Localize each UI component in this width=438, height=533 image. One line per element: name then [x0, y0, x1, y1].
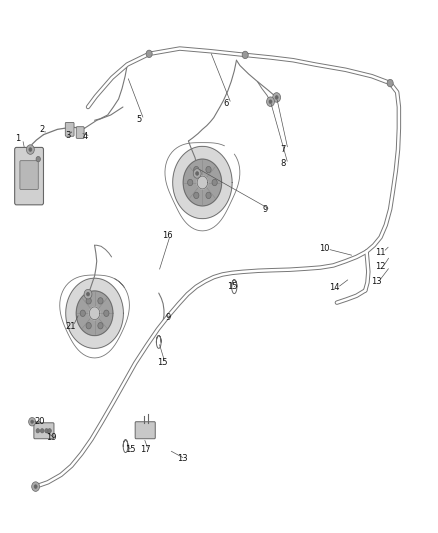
Text: 15: 15: [157, 358, 167, 367]
FancyBboxPatch shape: [20, 161, 38, 189]
FancyBboxPatch shape: [34, 423, 54, 439]
Circle shape: [206, 192, 211, 199]
Text: 16: 16: [162, 231, 173, 240]
Text: 5: 5: [136, 115, 141, 124]
Polygon shape: [89, 307, 100, 320]
FancyBboxPatch shape: [14, 148, 43, 205]
Circle shape: [269, 100, 272, 103]
Text: 20: 20: [35, 417, 45, 426]
Circle shape: [196, 172, 199, 175]
Text: 2: 2: [39, 125, 44, 134]
Polygon shape: [66, 278, 124, 349]
Circle shape: [193, 168, 201, 178]
Circle shape: [98, 297, 103, 304]
Text: 13: 13: [371, 277, 381, 286]
Circle shape: [242, 51, 248, 59]
Circle shape: [86, 322, 91, 329]
Circle shape: [28, 417, 35, 426]
Text: 17: 17: [141, 446, 151, 455]
Text: 9: 9: [166, 312, 171, 321]
Circle shape: [34, 485, 37, 488]
Polygon shape: [183, 159, 222, 206]
Circle shape: [206, 166, 211, 173]
Text: 3: 3: [65, 131, 71, 140]
Circle shape: [212, 179, 217, 185]
Text: 12: 12: [375, 262, 386, 271]
Circle shape: [40, 429, 44, 433]
Circle shape: [31, 420, 33, 423]
Circle shape: [36, 157, 40, 162]
Text: 21: 21: [65, 321, 76, 330]
Text: 1: 1: [14, 134, 20, 143]
Circle shape: [104, 310, 109, 317]
Circle shape: [84, 289, 92, 299]
Circle shape: [86, 297, 91, 304]
Circle shape: [267, 97, 275, 107]
Circle shape: [29, 148, 32, 151]
Polygon shape: [197, 176, 208, 189]
Circle shape: [87, 292, 89, 296]
Text: 9: 9: [263, 205, 268, 214]
Circle shape: [194, 192, 199, 199]
Circle shape: [26, 145, 34, 155]
Circle shape: [80, 310, 85, 317]
Polygon shape: [173, 147, 232, 219]
Circle shape: [36, 429, 39, 433]
Circle shape: [32, 482, 39, 491]
Circle shape: [98, 322, 103, 329]
FancyBboxPatch shape: [76, 127, 84, 139]
FancyBboxPatch shape: [65, 123, 74, 136]
Circle shape: [146, 50, 152, 58]
Text: 14: 14: [329, 283, 340, 292]
Text: 19: 19: [46, 433, 57, 442]
Circle shape: [187, 179, 193, 185]
Circle shape: [275, 95, 278, 99]
Circle shape: [273, 93, 281, 102]
Text: 4: 4: [83, 132, 88, 141]
Circle shape: [387, 79, 393, 87]
Polygon shape: [76, 291, 113, 336]
FancyBboxPatch shape: [135, 422, 155, 439]
Text: 15: 15: [125, 446, 136, 455]
Text: 7: 7: [280, 145, 286, 154]
Text: 6: 6: [223, 99, 229, 108]
Text: 10: 10: [319, 245, 330, 254]
Circle shape: [45, 429, 48, 433]
Text: 8: 8: [280, 159, 286, 168]
Circle shape: [48, 429, 51, 433]
Text: 11: 11: [375, 248, 386, 257]
Text: 13: 13: [177, 455, 188, 463]
Text: 15: 15: [227, 281, 237, 290]
Circle shape: [194, 166, 199, 173]
